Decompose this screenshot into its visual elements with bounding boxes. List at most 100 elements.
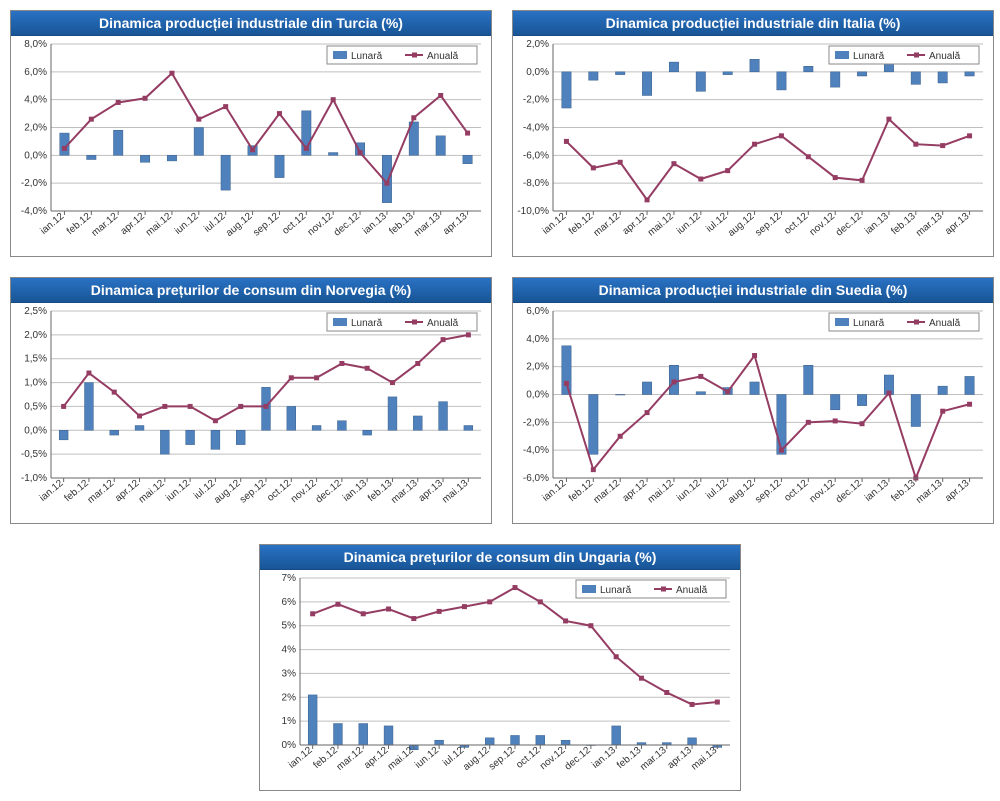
svg-text:apr.12: apr.12: [113, 478, 142, 505]
chart-sweden: Dinamica producției industriale din Sued…: [512, 277, 994, 524]
svg-text:apr.12: apr.12: [621, 478, 650, 505]
svg-text:-10,0%: -10,0%: [517, 206, 549, 217]
chart-svg: -10,0%-8,0%-6,0%-4,0%-2,0%0,0%2,0%ian.12…: [513, 36, 993, 256]
svg-text:aug.12: aug.12: [224, 211, 255, 239]
svg-text:mai.13: mai.13: [689, 745, 719, 773]
svg-text:-4,0%: -4,0%: [21, 206, 47, 217]
svg-text:mar.13: mar.13: [389, 478, 420, 506]
svg-text:feb.12: feb.12: [567, 211, 596, 238]
svg-text:8,0%: 8,0%: [24, 39, 47, 50]
svg-text:sep.12: sep.12: [753, 211, 783, 239]
svg-text:feb.13: feb.13: [889, 478, 918, 505]
svg-text:Lunară: Lunară: [351, 51, 383, 62]
svg-text:0,0%: 0,0%: [526, 67, 549, 78]
svg-text:-2,0%: -2,0%: [21, 178, 47, 189]
svg-text:apr.12: apr.12: [362, 745, 391, 772]
svg-text:iun.12: iun.12: [164, 478, 192, 504]
svg-text:6%: 6%: [282, 597, 297, 608]
chart-body: -4,0%-2,0%0,0%2,0%4,0%6,0%8,0%ian.12feb.…: [11, 36, 491, 256]
chart-svg: -1,0%-0,5%0,0%0,5%1,0%1,5%2,0%2,5%ian.12…: [11, 303, 491, 523]
svg-text:-4,0%: -4,0%: [523, 445, 549, 456]
svg-text:oct.12: oct.12: [782, 478, 810, 504]
svg-text:1%: 1%: [282, 716, 297, 727]
svg-text:3%: 3%: [282, 668, 297, 679]
svg-text:feb.13: feb.13: [387, 211, 416, 238]
svg-text:oct.12: oct.12: [265, 478, 293, 504]
svg-text:ian.13: ian.13: [863, 211, 891, 237]
svg-text:feb.12: feb.12: [567, 478, 596, 505]
svg-text:-6,0%: -6,0%: [523, 473, 549, 484]
svg-text:dec.12: dec.12: [834, 211, 864, 239]
chart-svg: 0%1%2%3%4%5%6%7%ian.12feb.12mar.12apr.12…: [260, 570, 740, 790]
svg-text:ian.13: ian.13: [341, 478, 369, 504]
svg-text:apr.13: apr.13: [441, 211, 470, 238]
svg-text:apr.12: apr.12: [119, 211, 148, 238]
svg-text:sep.12: sep.12: [238, 478, 268, 506]
svg-text:5%: 5%: [282, 621, 297, 632]
svg-text:ian.13: ian.13: [590, 745, 618, 771]
svg-text:-2,0%: -2,0%: [523, 95, 549, 106]
svg-text:ian.13: ian.13: [863, 478, 891, 504]
svg-text:mai.12: mai.12: [137, 478, 167, 506]
svg-text:mai.12: mai.12: [386, 745, 416, 773]
svg-text:oct.12: oct.12: [782, 211, 810, 237]
svg-text:mai.13: mai.13: [440, 478, 470, 506]
svg-text:1,0%: 1,0%: [24, 378, 47, 389]
svg-text:iun.12: iun.12: [675, 478, 703, 504]
svg-text:Anuală: Anuală: [929, 318, 961, 329]
svg-text:iun.12: iun.12: [675, 211, 703, 237]
svg-text:mar.13: mar.13: [638, 745, 669, 773]
chart-italy: Dinamica producției industriale din Ital…: [512, 10, 994, 257]
svg-text:aug.12: aug.12: [726, 211, 757, 239]
svg-text:-8,0%: -8,0%: [523, 178, 549, 189]
svg-text:sep.12: sep.12: [487, 745, 517, 773]
svg-text:oct.12: oct.12: [514, 745, 542, 771]
chart-grid: Dinamica producției industriale din Turc…: [10, 10, 990, 524]
svg-text:4,0%: 4,0%: [526, 334, 549, 345]
svg-text:Lunară: Lunară: [853, 318, 885, 329]
svg-text:4%: 4%: [282, 645, 297, 656]
svg-text:0,0%: 0,0%: [24, 425, 47, 436]
svg-text:mar.13: mar.13: [914, 211, 945, 239]
svg-text:mai.12: mai.12: [144, 211, 174, 239]
chart-title: Dinamica producției industriale din Sued…: [513, 278, 993, 303]
svg-text:apr.13: apr.13: [943, 211, 972, 238]
svg-text:6,0%: 6,0%: [526, 306, 549, 317]
svg-text:mar.12: mar.12: [335, 745, 366, 773]
svg-text:apr.12: apr.12: [621, 211, 650, 238]
svg-text:-4,0%: -4,0%: [523, 123, 549, 134]
svg-text:Lunară: Lunară: [600, 585, 632, 596]
svg-text:2,0%: 2,0%: [24, 330, 47, 341]
svg-text:-6,0%: -6,0%: [523, 150, 549, 161]
chart-hungary: Dinamica prețurilor de consum din Ungari…: [259, 544, 741, 791]
svg-text:mar.13: mar.13: [914, 478, 945, 506]
svg-text:aug.12: aug.12: [726, 478, 757, 506]
chart-norway: Dinamica prețurilor de consum din Norveg…: [10, 277, 492, 524]
svg-text:1,5%: 1,5%: [24, 354, 47, 365]
svg-text:Anuală: Anuală: [676, 585, 708, 596]
svg-text:aug.12: aug.12: [461, 745, 492, 773]
svg-text:sep.12: sep.12: [753, 478, 783, 506]
svg-text:nov.12: nov.12: [808, 211, 838, 239]
svg-text:dec.12: dec.12: [332, 211, 362, 239]
chart-body: -1,0%-0,5%0,0%0,5%1,0%1,5%2,0%2,5%ian.12…: [11, 303, 491, 523]
svg-text:mar.12: mar.12: [592, 211, 623, 239]
svg-text:apr.13: apr.13: [943, 478, 972, 505]
svg-text:nov.12: nov.12: [306, 211, 336, 239]
chart-svg: -4,0%-2,0%0,0%2,0%4,0%6,0%8,0%ian.12feb.…: [11, 36, 491, 256]
svg-text:nov.12: nov.12: [808, 478, 838, 506]
svg-text:6,0%: 6,0%: [24, 67, 47, 78]
svg-text:ian.13: ian.13: [361, 211, 389, 237]
svg-text:feb.13: feb.13: [889, 211, 918, 238]
svg-text:dec.12: dec.12: [563, 745, 593, 773]
svg-text:0,5%: 0,5%: [24, 401, 47, 412]
svg-text:mar.12: mar.12: [592, 478, 623, 506]
chart-title: Dinamica prețurilor de consum din Norveg…: [11, 278, 491, 303]
svg-text:2,0%: 2,0%: [526, 362, 549, 373]
svg-text:aug.12: aug.12: [212, 478, 243, 506]
svg-text:-1,0%: -1,0%: [21, 473, 47, 484]
chart-title: Dinamica prețurilor de consum din Ungari…: [260, 545, 740, 570]
svg-text:apr.13: apr.13: [417, 478, 446, 505]
chart-bottom-row: Dinamica prețurilor de consum din Ungari…: [10, 544, 990, 791]
svg-text:Anuală: Anuală: [427, 51, 459, 62]
